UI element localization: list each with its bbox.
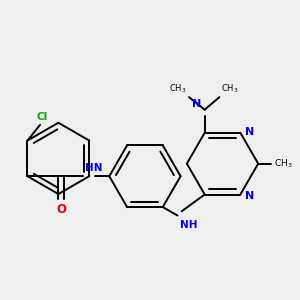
Text: Cl: Cl	[37, 112, 48, 122]
Text: O: O	[56, 203, 66, 217]
Text: CH$_3$: CH$_3$	[274, 158, 292, 170]
Text: NH: NH	[179, 220, 197, 230]
Text: N: N	[244, 190, 254, 201]
Text: CH$_3$: CH$_3$	[169, 82, 187, 95]
Text: CH$_3$: CH$_3$	[221, 82, 239, 95]
Text: N: N	[244, 127, 254, 137]
Text: N: N	[192, 99, 202, 109]
Text: HN: HN	[85, 163, 103, 173]
